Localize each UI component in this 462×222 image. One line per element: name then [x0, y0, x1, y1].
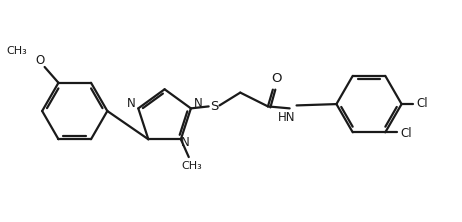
Text: Cl: Cl — [417, 97, 428, 110]
Text: N: N — [194, 97, 202, 110]
Text: N: N — [181, 136, 189, 149]
Text: N: N — [127, 97, 136, 110]
Text: S: S — [210, 100, 219, 113]
Text: HN: HN — [278, 111, 295, 124]
Text: CH₃: CH₃ — [6, 46, 27, 56]
Text: O: O — [35, 54, 44, 67]
Text: O: O — [272, 72, 282, 85]
Text: CH₃: CH₃ — [182, 161, 202, 171]
Text: Cl: Cl — [400, 127, 412, 140]
